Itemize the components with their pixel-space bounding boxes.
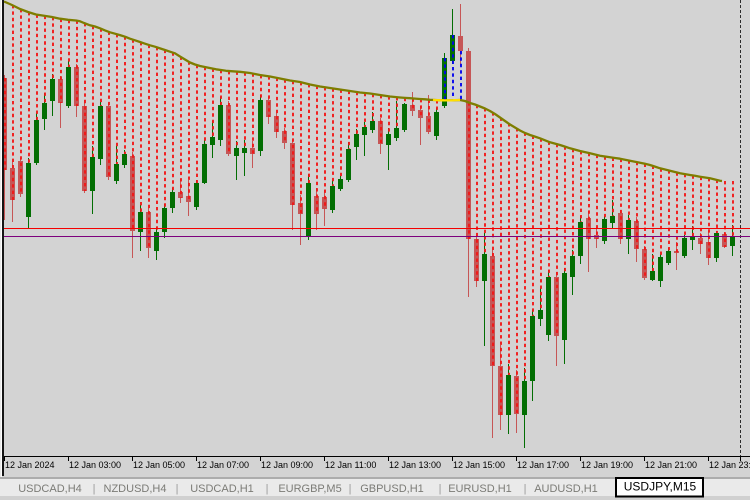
- svg-text:NZDUSD,H4: NZDUSD,H4: [104, 483, 167, 495]
- svg-text:12 Jan 07:00: 12 Jan 07:00: [197, 460, 249, 470]
- svg-text:12 Jan 03:00: 12 Jan 03:00: [69, 460, 121, 470]
- svg-text:|: |: [439, 483, 442, 495]
- svg-text:12 Jan 09:00: 12 Jan 09:00: [261, 460, 313, 470]
- svg-text:GBPUSD,H1: GBPUSD,H1: [360, 483, 424, 495]
- svg-text:USDJPY,M15: USDJPY,M15: [624, 480, 697, 494]
- svg-text:|: |: [524, 483, 527, 495]
- svg-text:EURGBP,M5: EURGBP,M5: [278, 483, 341, 495]
- svg-text:12 Jan 21:00: 12 Jan 21:00: [645, 460, 697, 470]
- svg-text:12 Jan 2024: 12 Jan 2024: [5, 460, 55, 470]
- svg-text:12 Jan 13:00: 12 Jan 13:00: [389, 460, 441, 470]
- svg-text:EURUSD,H1: EURUSD,H1: [448, 483, 512, 495]
- svg-text:|: |: [266, 483, 269, 495]
- svg-text:12 Jan 23:00: 12 Jan 23:00: [709, 460, 750, 470]
- svg-text:AUDUSD,H1: AUDUSD,H1: [534, 483, 598, 495]
- svg-text:USDCAD,H4: USDCAD,H4: [18, 483, 82, 495]
- svg-text:|: |: [176, 483, 179, 495]
- svg-text:USDCAD,H1: USDCAD,H1: [190, 483, 254, 495]
- svg-text:|: |: [93, 483, 96, 495]
- svg-text:12 Jan 11:00: 12 Jan 11:00: [325, 460, 376, 470]
- svg-text:12 Jan 05:00: 12 Jan 05:00: [133, 460, 185, 470]
- svg-text:|: |: [349, 483, 352, 495]
- svg-text:12 Jan 15:00: 12 Jan 15:00: [453, 460, 505, 470]
- svg-text:12 Jan 19:00: 12 Jan 19:00: [581, 460, 633, 470]
- svg-text:12 Jan 17:00: 12 Jan 17:00: [517, 460, 569, 470]
